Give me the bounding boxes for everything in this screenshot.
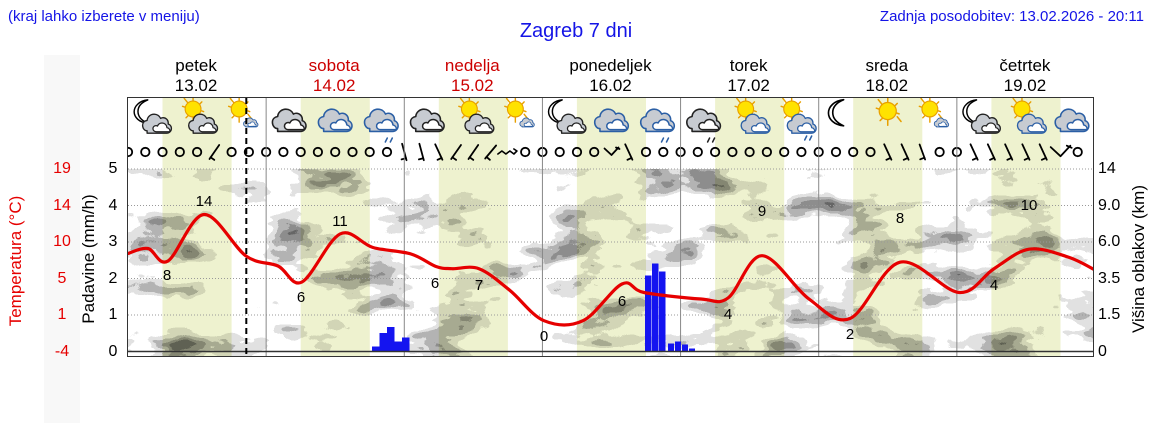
svg-text:8: 8 [163,267,171,284]
svg-text:4: 4 [724,306,732,323]
svg-text:8: 8 [896,210,904,227]
svg-text:6: 6 [618,293,626,310]
svg-text:11: 11 [332,213,348,230]
svg-text:14: 14 [196,193,213,210]
svg-text:7: 7 [475,277,483,294]
svg-text:2: 2 [846,326,854,343]
svg-text:9: 9 [758,203,766,220]
svg-text:6: 6 [431,275,439,292]
svg-text:10: 10 [1021,197,1038,214]
svg-text:4: 4 [990,277,998,294]
svg-text:6: 6 [297,289,305,306]
svg-text:0: 0 [540,328,548,345]
